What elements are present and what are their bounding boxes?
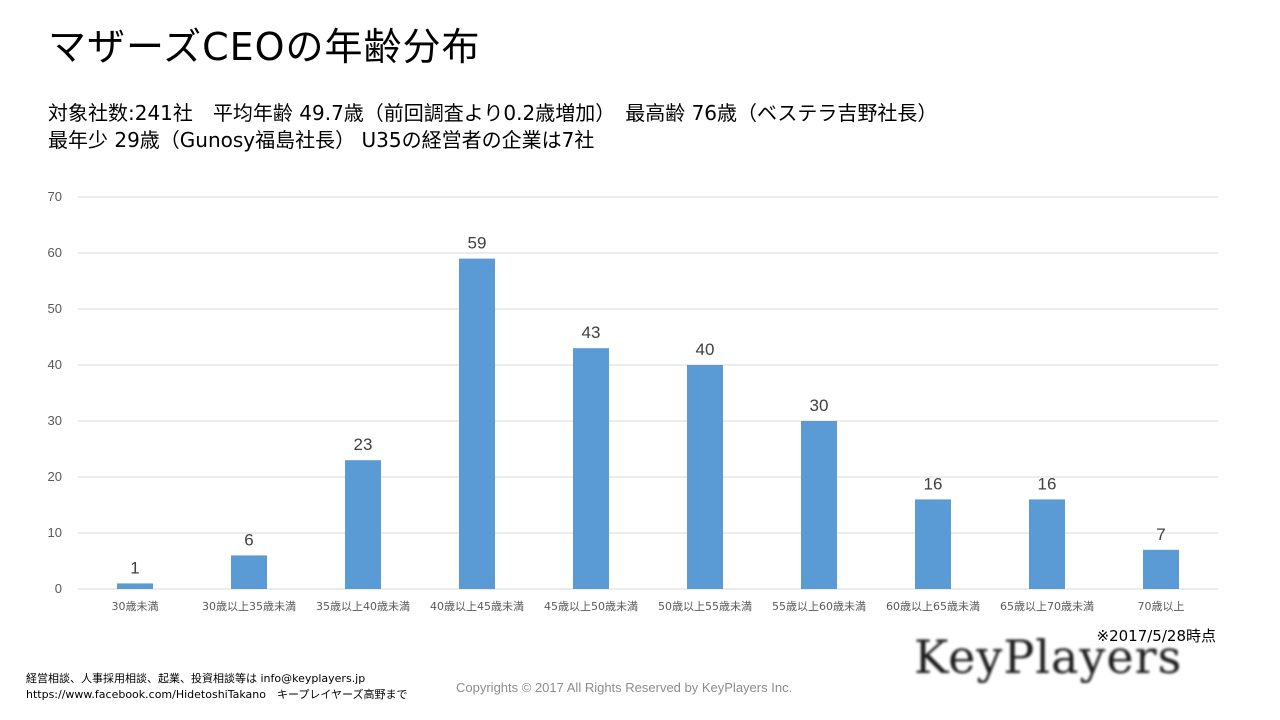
y-tick-label-4: 40 (48, 357, 62, 372)
bar-8 (1029, 499, 1065, 589)
y-tick-label-0: 0 (55, 581, 62, 596)
contact-line-2: https://www.facebook.com/HidetoshiTakano… (26, 688, 408, 701)
y-tick-label-7: 70 (48, 189, 62, 204)
bar-6 (801, 421, 837, 589)
x-tick-label-6: 55歳以上60歳未満 (772, 600, 866, 613)
y-tick-label-2: 20 (48, 469, 62, 484)
bar-2 (345, 460, 381, 589)
bar-5 (687, 365, 723, 589)
x-tick-label-3: 40歳以上45歳未満 (430, 600, 524, 613)
x-tick-label-1: 30歳以上35歳未満 (202, 600, 296, 613)
page-title: マザーズCEOの年齢分布 (48, 25, 481, 69)
keyplayers-logo: KeyPlayers (914, 630, 1183, 684)
bar-4 (573, 348, 609, 589)
summary-text: 対象社数:241社 平均年齢 49.7歳（前回調査より0.2歳増加） 最高齢 7… (48, 100, 937, 154)
bar-3 (459, 258, 495, 589)
x-tick-label-7: 60歳以上65歳未満 (886, 600, 980, 613)
summary-line-1: 対象社数:241社 平均年齢 49.7歳（前回調査より0.2歳増加） 最高齢 7… (48, 101, 938, 125)
data-label-4: 43 (582, 323, 601, 342)
x-tick-label-5: 50歳以上55歳未満 (658, 600, 752, 613)
contact-info: 経営相談、人事採用相談、起業、投資相談等は info@keyplayers.jp… (26, 671, 407, 703)
summary-line-2: 最年少 29歳（Gunosy福島社長） U35の経営者の企業は7社 (48, 128, 595, 152)
date-note: ※2017/5/28時点 (1096, 627, 1216, 645)
bar-0 (117, 583, 153, 589)
data-label-7: 16 (924, 474, 943, 493)
data-label-2: 23 (354, 435, 373, 454)
data-label-6: 30 (810, 396, 829, 415)
data-label-3: 59 (468, 234, 487, 253)
y-tick-label-3: 30 (48, 413, 62, 428)
bar-7 (915, 499, 951, 589)
data-label-0: 1 (130, 558, 139, 577)
x-tick-label-0: 30歳未満 (112, 600, 159, 613)
contact-line-1: 経営相談、人事採用相談、起業、投資相談等は info@keyplayers.jp (26, 672, 366, 685)
copyright-text: Copyrights © 2017 All Rights Reserved by… (456, 680, 793, 695)
x-tick-label-9: 70歳以上 (1138, 600, 1185, 613)
data-label-1: 6 (244, 530, 253, 549)
data-label-5: 40 (696, 340, 715, 359)
data-label-9: 7 (1156, 525, 1165, 544)
y-tick-label-6: 60 (48, 245, 62, 260)
bar-1 (231, 555, 267, 589)
data-label-8: 16 (1038, 474, 1057, 493)
x-tick-label-4: 45歳以上50歳未満 (544, 600, 638, 613)
bar-9 (1143, 549, 1179, 589)
x-tick-label-8: 65歳以上70歳未満 (1000, 600, 1094, 613)
y-tick-label-5: 50 (48, 301, 62, 316)
x-tick-label-2: 35歳以上40歳未満 (316, 600, 410, 613)
y-tick-label-1: 10 (48, 525, 62, 540)
